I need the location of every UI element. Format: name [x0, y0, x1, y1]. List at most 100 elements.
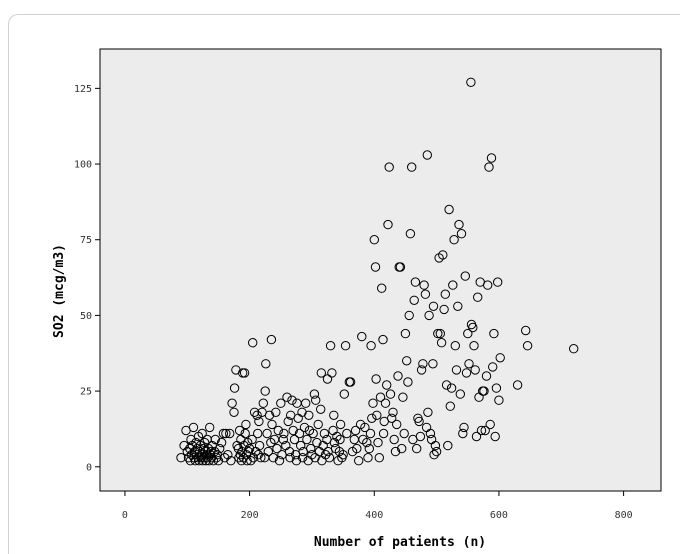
data-point	[248, 338, 258, 348]
data-point	[399, 428, 409, 439]
data-point	[223, 450, 233, 460]
data-point	[194, 456, 204, 466]
data-point	[397, 443, 407, 454]
data-point	[366, 341, 376, 351]
data-point	[316, 368, 326, 378]
data-point	[246, 456, 256, 466]
data-point	[340, 341, 351, 351]
data-point	[311, 395, 321, 405]
data-point	[374, 453, 384, 463]
data-point	[242, 456, 252, 466]
data-point	[253, 428, 263, 439]
data-point	[450, 341, 460, 351]
data-point	[405, 229, 416, 239]
data-point	[512, 380, 523, 390]
data-point	[404, 310, 414, 321]
data-point	[254, 416, 264, 427]
data-point	[288, 425, 298, 436]
data-point	[449, 235, 459, 245]
data-point	[400, 328, 411, 339]
data-point	[438, 250, 448, 260]
data-point	[345, 377, 356, 387]
data-point	[493, 277, 503, 287]
data-point	[289, 434, 300, 445]
data-point	[249, 407, 260, 417]
data-point	[282, 392, 292, 402]
data-point	[325, 341, 336, 351]
data-point	[197, 428, 207, 439]
data-point	[385, 389, 396, 399]
data-point	[410, 277, 421, 287]
y-tick-label: 50	[80, 311, 92, 322]
data-point	[354, 456, 364, 466]
data-point	[309, 389, 320, 399]
data-point	[190, 456, 201, 466]
data-point	[324, 453, 335, 463]
data-point	[299, 422, 310, 433]
data-point	[352, 443, 362, 454]
data-point	[364, 443, 374, 454]
data-point	[425, 428, 436, 439]
data-point	[322, 374, 333, 384]
data-point	[253, 450, 263, 460]
data-point	[276, 398, 286, 408]
data-point	[469, 341, 479, 351]
data-point	[378, 428, 389, 439]
data-point	[248, 453, 259, 463]
data-point	[429, 450, 439, 460]
data-point	[431, 446, 442, 457]
data-point	[247, 434, 257, 445]
data-point	[287, 395, 297, 405]
data-point	[313, 419, 323, 430]
data-point	[229, 383, 240, 393]
data-point	[291, 456, 302, 466]
data-point	[188, 422, 199, 433]
data-point	[489, 328, 499, 339]
data-point	[284, 446, 295, 457]
data-point	[227, 398, 237, 408]
data-point	[471, 431, 482, 442]
data-point	[390, 446, 401, 457]
data-point	[229, 407, 239, 417]
data-point	[435, 328, 445, 339]
data-point	[419, 280, 429, 290]
data-point	[378, 334, 388, 345]
data-point	[199, 453, 209, 463]
data-point	[216, 437, 227, 448]
data-point	[430, 440, 441, 451]
data-point	[264, 410, 275, 420]
data-point	[278, 434, 288, 445]
data-point	[485, 419, 495, 430]
data-point	[444, 204, 454, 215]
data-point	[481, 371, 492, 381]
data-point	[488, 362, 498, 372]
data-point	[240, 428, 250, 439]
data-point	[218, 428, 229, 439]
y-axis-title: SO2 (mcg/m3)	[52, 244, 67, 338]
data-point	[495, 353, 505, 363]
data-point	[382, 380, 392, 390]
data-point	[480, 425, 490, 436]
data-point	[256, 453, 266, 463]
data-point	[476, 425, 487, 436]
x-tick-label: 600	[490, 510, 508, 521]
data-point	[267, 419, 277, 430]
data-point	[441, 380, 452, 390]
data-point	[308, 428, 318, 439]
data-point	[490, 431, 500, 442]
y-tick-label: 100	[74, 160, 92, 171]
data-point	[239, 368, 250, 378]
data-point	[460, 271, 470, 281]
data-point	[521, 325, 531, 336]
plot-area	[99, 48, 662, 492]
data-point	[260, 386, 270, 396]
data-point	[414, 416, 424, 427]
data-point	[428, 301, 439, 311]
data-point	[407, 162, 417, 172]
data-point	[297, 453, 308, 463]
data-point	[241, 419, 251, 430]
data-point	[283, 416, 293, 427]
data-point	[294, 428, 305, 439]
data-point	[384, 162, 394, 172]
